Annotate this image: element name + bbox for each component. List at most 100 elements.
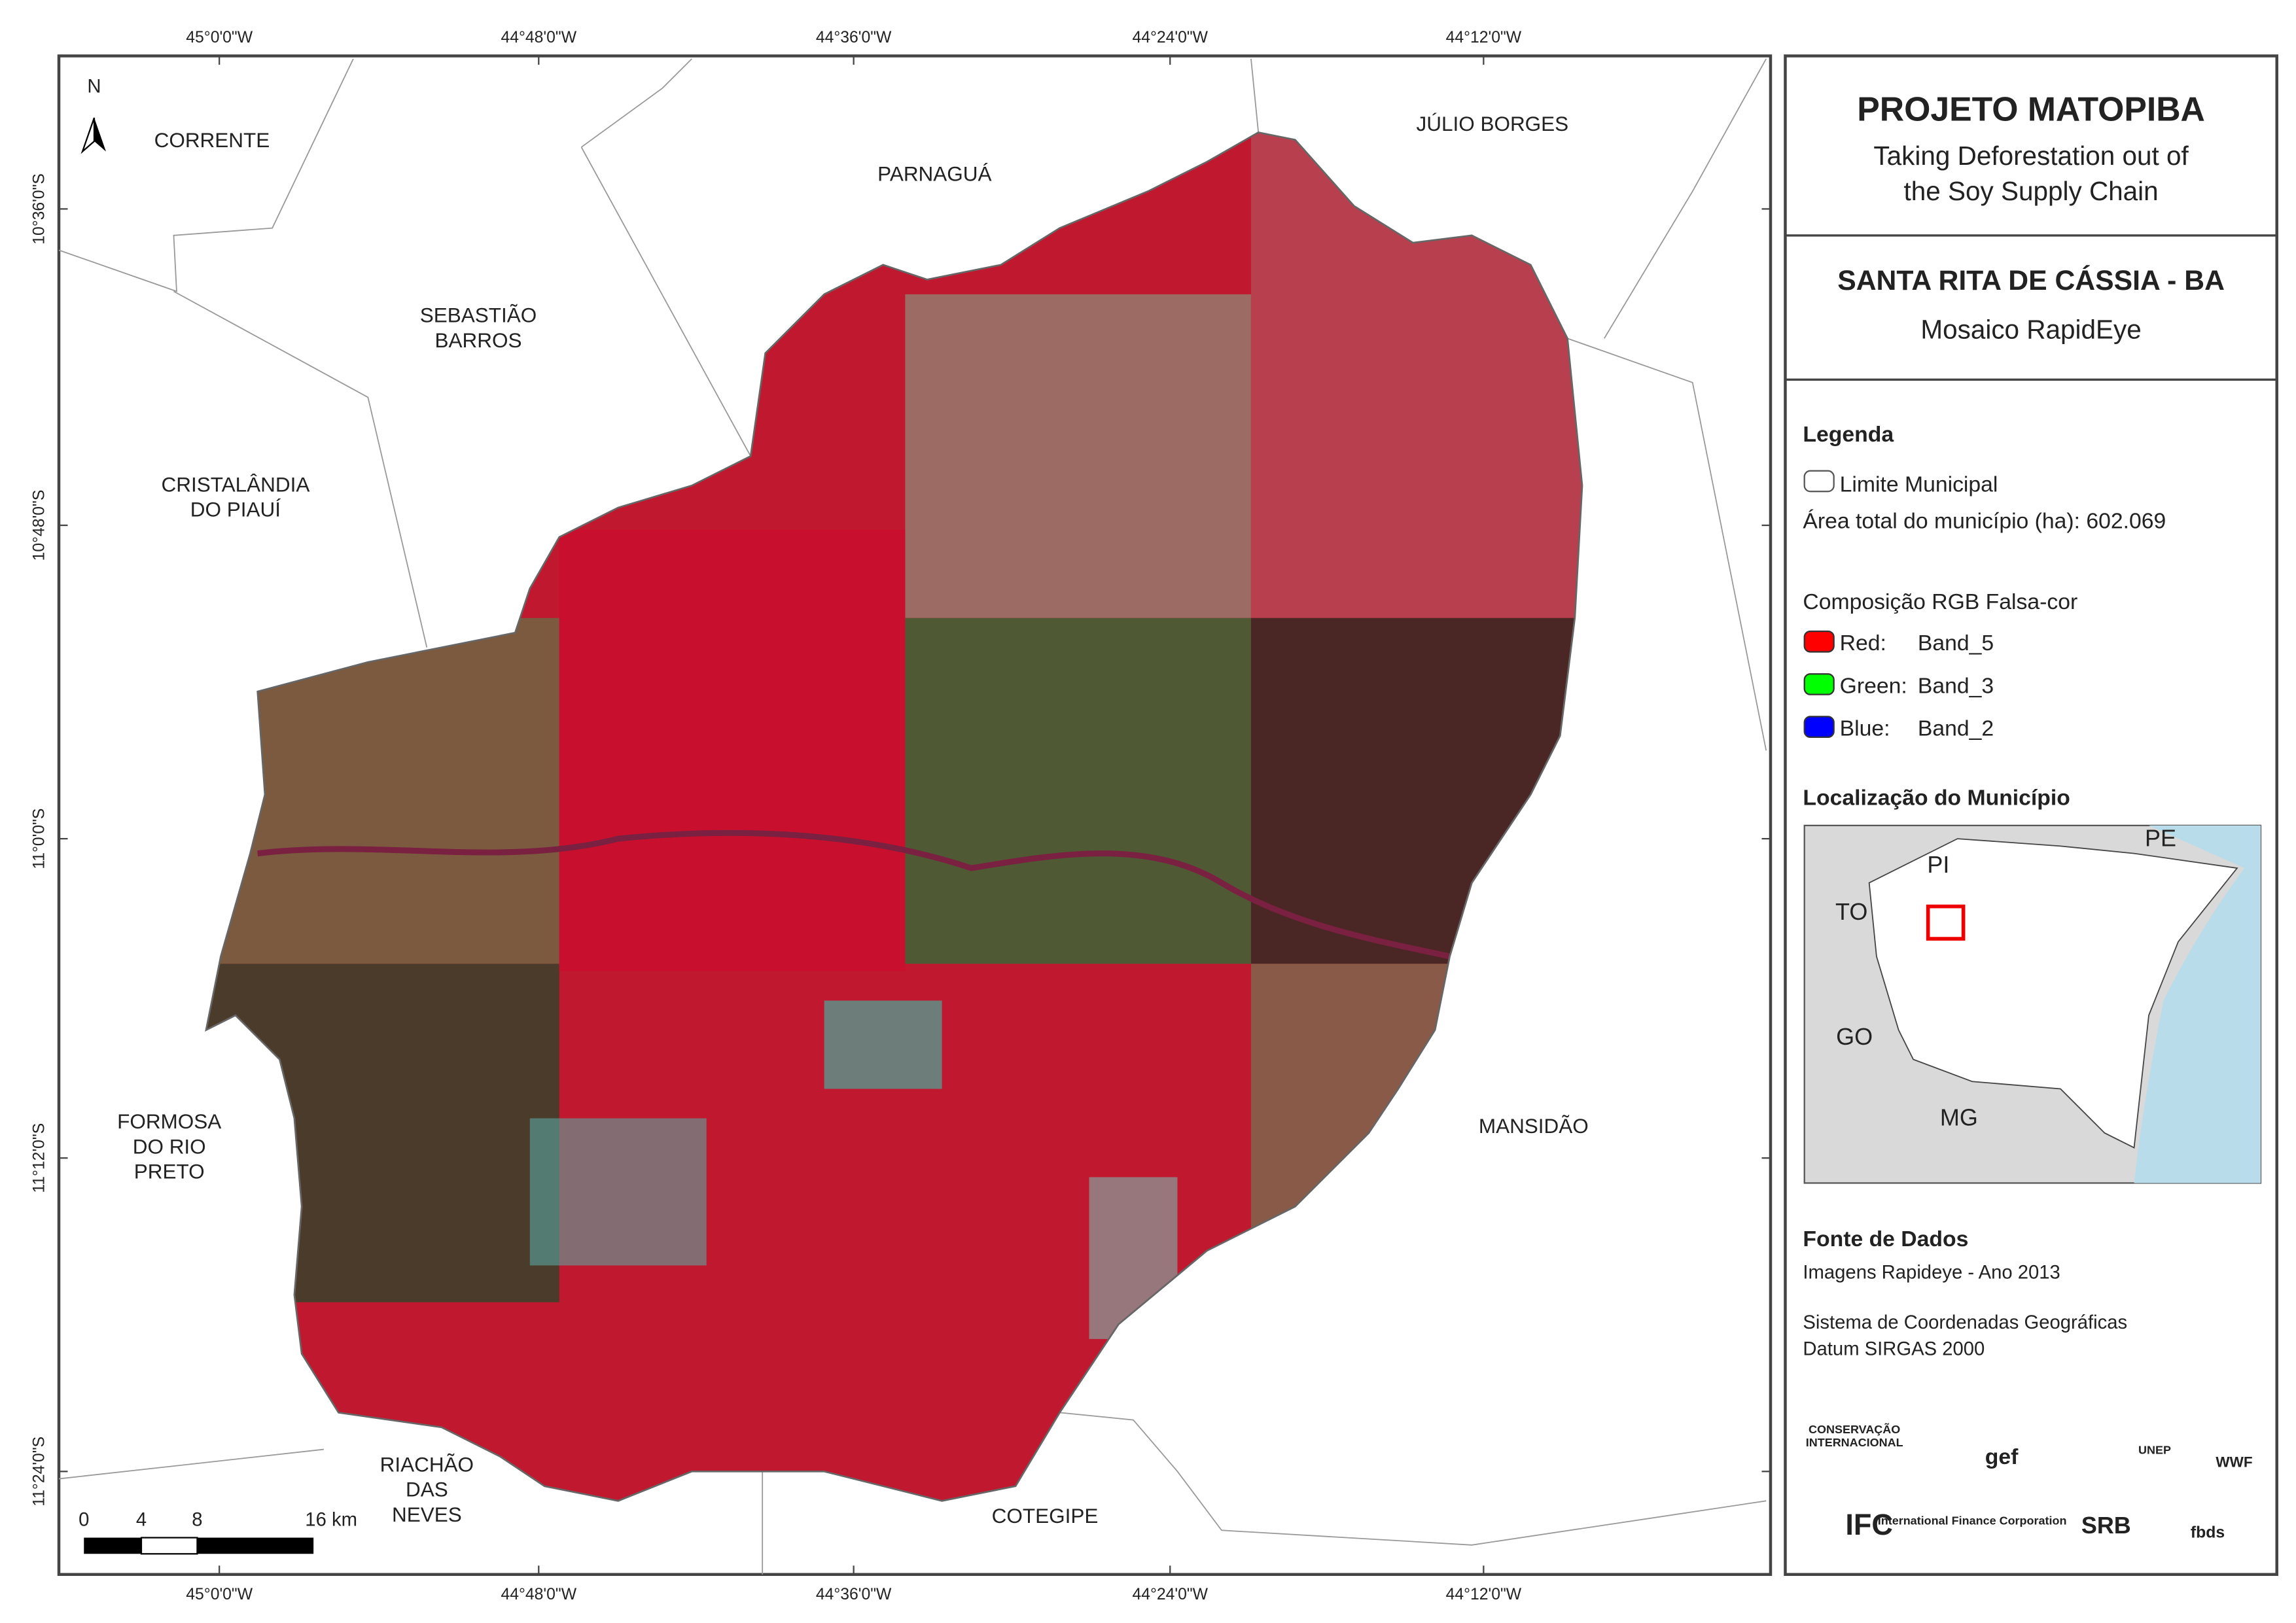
boundary (1604, 58, 1767, 339)
logo-text: International Finance Corporation (1878, 1514, 2067, 1527)
lon-label: 44°12'0"W (1446, 1586, 1522, 1603)
boundary (1059, 1412, 1767, 1546)
place-label: CORRENTE (154, 128, 270, 152)
logo-text: fbds (2191, 1524, 2225, 1542)
place-label: RIACHÃO (380, 1452, 474, 1476)
mosaic-tile (559, 529, 906, 971)
sea (2134, 825, 2261, 1183)
title: PROJETO MATOPIBA (1857, 90, 2205, 128)
boundary (173, 290, 428, 648)
municipal-boundaries (58, 58, 1767, 1575)
locator-label: TO (1835, 898, 1867, 925)
lat-label: 10°36'0"S (31, 173, 48, 245)
mosaic-patch (529, 1118, 707, 1266)
logo-text: SRB (2081, 1512, 2131, 1539)
locator-label: PI (1927, 851, 1949, 878)
place-label: PARNAGUÁ (877, 162, 991, 186)
place-label: NEVES (392, 1503, 462, 1526)
boundary (58, 58, 354, 292)
locator-label: PE (2145, 824, 2176, 851)
legend-swatch (1803, 470, 1835, 493)
place-label: SEBASTIÃO (420, 304, 537, 327)
source-line: Sistema de Coordenadas Geográficas (1803, 1312, 2127, 1333)
mosaic-tile (905, 618, 1251, 964)
north-arrow-left (80, 117, 96, 154)
north-label: N (87, 77, 101, 97)
rgb-channel: Blue: (1840, 716, 1890, 741)
logo-text: IFC (1845, 1508, 1892, 1541)
lon-label: 45°0'0"W (186, 1586, 253, 1603)
scale-label: 0 (79, 1510, 89, 1531)
logo-text: gef (1985, 1444, 2019, 1469)
lat-label: 11°0'0"S (31, 809, 48, 869)
rgb-swatch (1803, 716, 1835, 739)
scale-bar-segment (140, 1537, 198, 1555)
mosaic-patch (824, 1000, 942, 1089)
boundary (1250, 58, 1260, 133)
place-label: JÚLIO BORGES (1416, 112, 1568, 135)
source-title: Fonte de Dados (1803, 1227, 1968, 1251)
scale-label: 8 (192, 1510, 202, 1531)
lon-label: 44°12'0"W (1446, 29, 1522, 46)
locator-map (1803, 824, 2262, 1184)
scale-label: 16 km (305, 1510, 357, 1531)
municipality-name: SANTA RITA DE CÁSSIA - BA (1837, 265, 2225, 296)
subtitle: the Soy Supply Chain (1903, 176, 2158, 206)
place-label: DO RIO (133, 1134, 206, 1158)
rgb-band: Band_3 (1918, 673, 1994, 698)
rgb-channel: Green: (1840, 673, 1907, 698)
lat-label: 11°12'0"S (31, 1123, 48, 1193)
rgb-channel: Red: (1840, 631, 1886, 655)
legend-title: Legenda (1803, 422, 1894, 447)
rgb-swatch (1803, 673, 1835, 695)
subtitle: Taking Deforestation out of (1873, 141, 2189, 171)
lon-label: 44°24'0"W (1132, 1586, 1208, 1603)
place-label: DO PIAUÍ (190, 498, 281, 521)
lat-label: 11°24'0"S (31, 1437, 48, 1507)
source-line: Datum SIRGAS 2000 (1803, 1339, 1985, 1360)
locator-title: Localização do Município (1803, 785, 2070, 810)
rgb-swatch (1803, 630, 1835, 653)
logo-text: CONSERVAÇÃO (1809, 1422, 1900, 1436)
boundary (1567, 338, 1767, 751)
lon-label: 44°36'0"W (816, 1586, 892, 1603)
scale-bar-segment (84, 1537, 141, 1554)
lon-label: 44°24'0"W (1132, 29, 1208, 46)
scale-bar-segment (197, 1537, 314, 1554)
boundary (580, 58, 751, 457)
lon-label: 45°0'0"W (186, 29, 253, 46)
place-label: CRISTALÂNDIA (161, 472, 309, 496)
logo-text: WWF (2216, 1454, 2252, 1471)
legend-item: Área total do município (ha): 602.069 (1803, 509, 2166, 534)
place-label: DAS (406, 1478, 448, 1501)
map-product: Mosaico RapidEye (1920, 314, 2141, 344)
lon-label: 44°48'0"W (501, 29, 577, 46)
logo-text: INTERNACIONAL (1806, 1436, 1903, 1449)
place-label: PRETO (134, 1160, 205, 1183)
bahia (1868, 838, 2238, 1149)
locator-label: GO (1836, 1023, 1873, 1050)
lon-label: 44°36'0"W (816, 29, 892, 46)
boundary (58, 1448, 324, 1480)
lat-label: 10°48'0"S (31, 490, 48, 561)
mosaic-tile (905, 294, 1251, 618)
lon-label: 44°48'0"W (501, 1586, 577, 1603)
place-label: COTEGIPE (992, 1504, 1099, 1527)
river (257, 829, 1451, 960)
source-line: Imagens Rapideye - Ano 2013 (1803, 1263, 2060, 1283)
logo-text: UNEP (2138, 1443, 2171, 1456)
rgb-title: Composição RGB Falsa-cor (1803, 589, 2077, 614)
legend-item: Limite Municipal (1840, 472, 1998, 497)
place-label: FORMOSA (117, 1109, 221, 1133)
rgb-band: Band_2 (1918, 716, 1994, 741)
locator-highlight (1926, 904, 1966, 941)
scale-label: 4 (136, 1510, 147, 1531)
side-panel (1784, 54, 2278, 1577)
locator-label: MG (1940, 1104, 1978, 1131)
place-label: BARROS (435, 328, 522, 352)
rgb-band: Band_5 (1918, 631, 1994, 655)
rapideye-mosaic (205, 132, 1583, 1501)
place-label: MANSIDÃO (1479, 1114, 1589, 1138)
